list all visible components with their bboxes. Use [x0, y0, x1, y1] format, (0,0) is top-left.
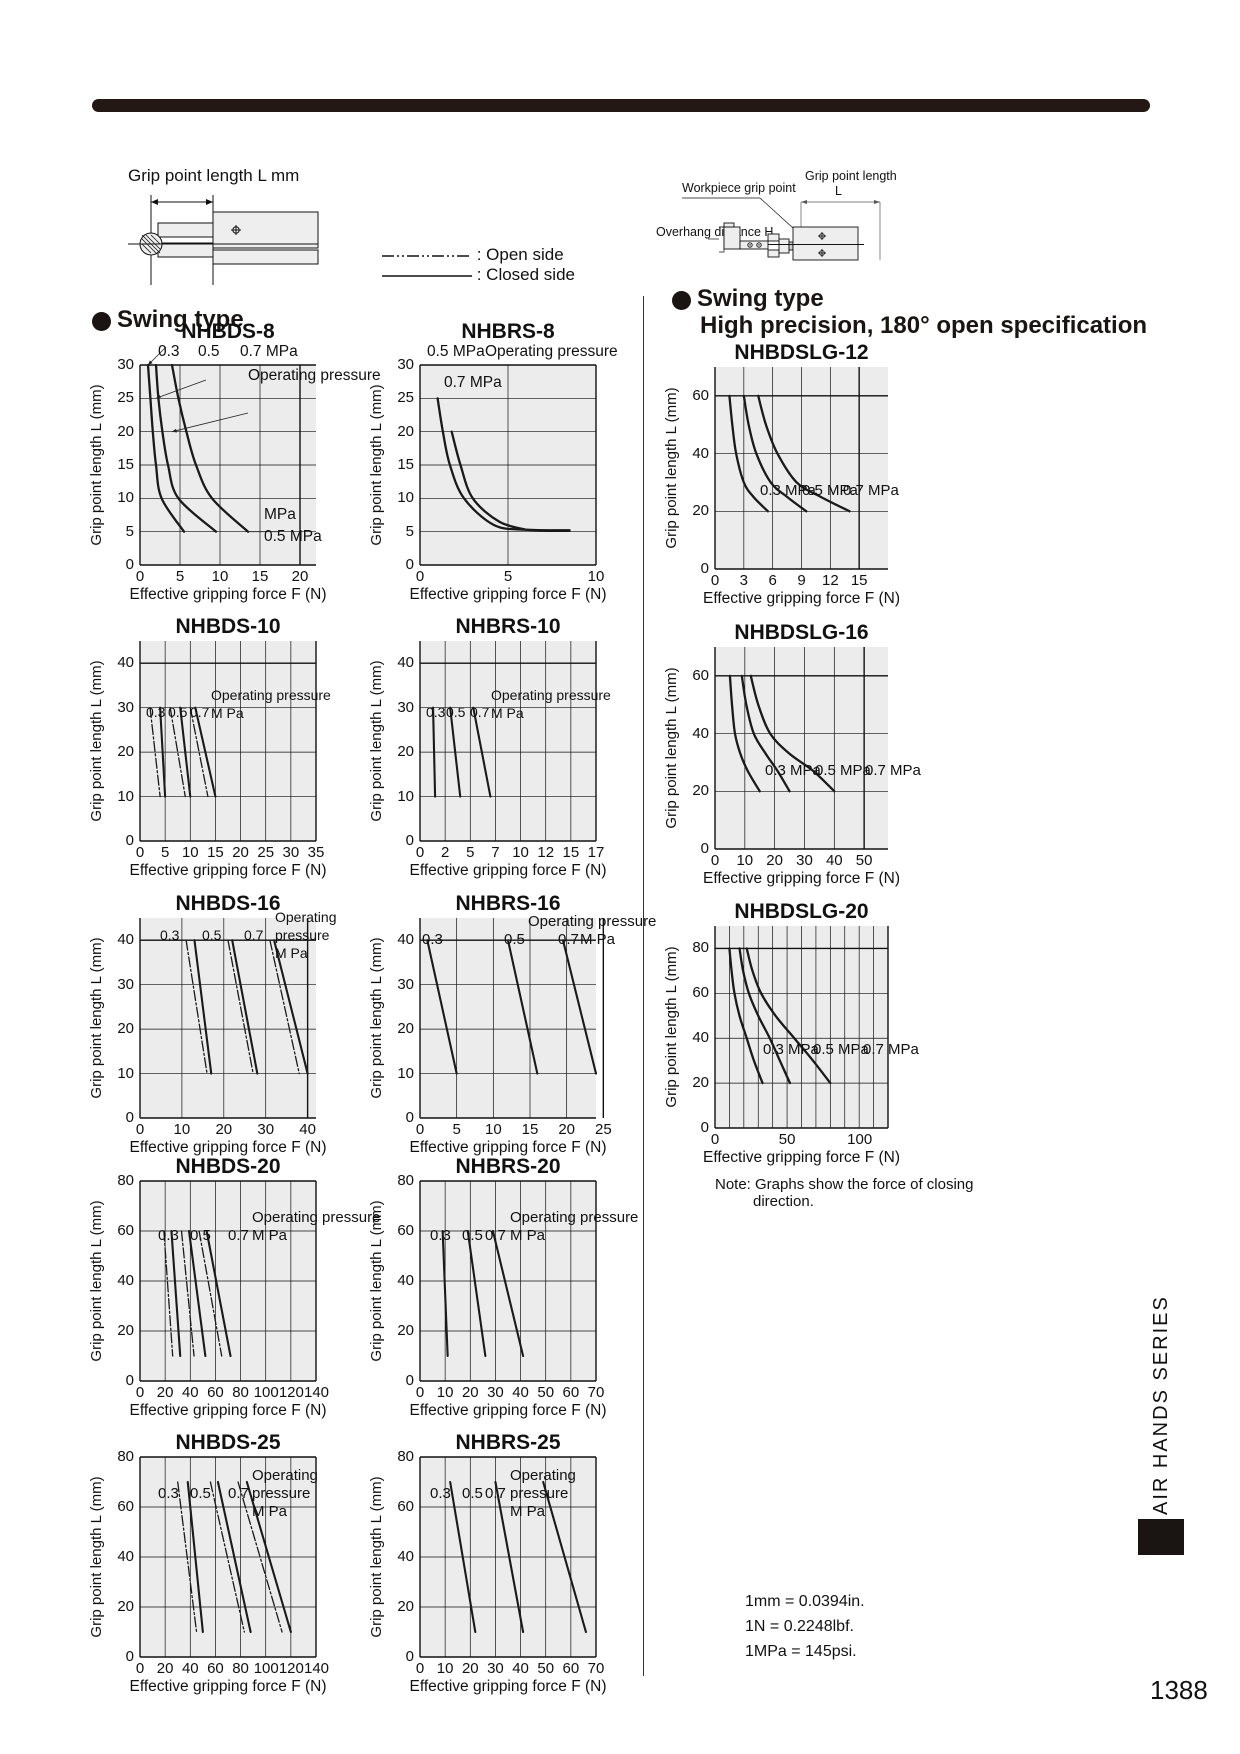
svg-text:Overhang distance H: Overhang distance H: [656, 225, 773, 239]
svg-text:Grip point length: Grip point length: [805, 169, 897, 183]
svg-text:Workpiece grip point: Workpiece grip point: [682, 181, 796, 195]
svg-text:L: L: [835, 184, 842, 198]
